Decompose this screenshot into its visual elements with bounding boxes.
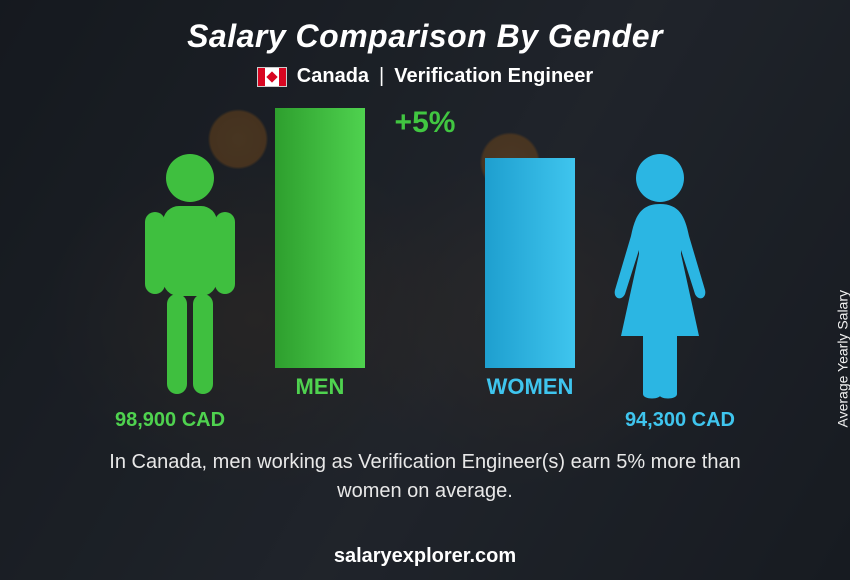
job-title-label: Verification Engineer [394,65,593,88]
canada-flag-icon [257,67,287,87]
y-axis-label: Average Yearly Salary [834,290,850,428]
male-bar-label: MEN [275,374,365,400]
male-figure-icon [135,150,245,400]
female-bar-label: WOMEN [485,374,575,400]
infographic: Salary Comparison By Gender Canada | Ver… [0,0,850,580]
male-bar-fill [275,108,365,368]
divider: | [379,65,384,88]
male-bar: MEN [275,108,365,400]
summary-text: In Canada, men working as Verification E… [75,448,775,506]
pct-diff-label: +5% [395,106,456,140]
male-salary: 98,900 CAD [115,409,225,432]
page-title: Salary Comparison By Gender [0,18,850,55]
footer-source: salaryexplorer.com [0,545,850,568]
female-bar-fill [485,158,575,368]
female-figure-icon [605,150,715,400]
female-bar: WOMEN [485,158,575,400]
subtitle: Canada | Verification Engineer [0,65,850,88]
female-salary: 94,300 CAD [625,409,735,432]
country-label: Canada [297,65,369,88]
gender-chart: +5% MEN WOMEN [75,110,775,440]
